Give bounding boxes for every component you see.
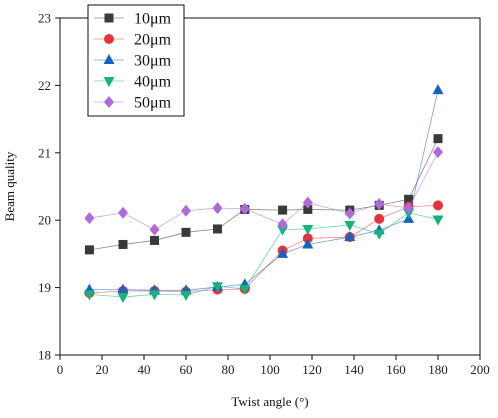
data-point (302, 224, 314, 235)
data-point (149, 223, 160, 236)
y-tick-label: 23 (38, 11, 51, 26)
data-point (83, 290, 95, 301)
data-point (117, 283, 129, 294)
series-line (89, 204, 439, 294)
x-tick-label: 80 (222, 362, 235, 377)
data-point (149, 290, 160, 301)
x-tick-label: 40 (138, 362, 151, 377)
series-line (89, 212, 439, 298)
legend-label: 40μm (134, 74, 172, 91)
data-point (344, 207, 355, 220)
data-point (344, 231, 356, 242)
data-point (118, 239, 128, 249)
x-axis-title: Twist angle (°) (231, 394, 308, 409)
y-tick-label: 22 (38, 78, 51, 93)
data-point (150, 235, 159, 245)
data-point (212, 202, 223, 215)
series-line (89, 90, 439, 291)
data-point (303, 204, 313, 214)
data-point (433, 134, 443, 144)
y-axis-title: Beam quality (2, 151, 17, 221)
legend-label: 10μm (134, 11, 172, 28)
x-tick-label: 160 (386, 362, 406, 377)
data-point (277, 218, 288, 231)
data-point (277, 247, 289, 258)
data-point (239, 202, 250, 215)
data-point (432, 84, 444, 95)
data-point (278, 205, 288, 215)
data-point (432, 215, 444, 226)
y-tick-label: 19 (38, 280, 51, 295)
legend: 10μm 20μm 30μm 40μm 50μm (87, 4, 185, 117)
data-point (373, 229, 385, 240)
data-point (180, 291, 192, 302)
legend-marker (103, 77, 115, 87)
legend-marker (104, 34, 114, 44)
data-point (181, 204, 191, 217)
data-point (302, 238, 314, 249)
data-point (302, 196, 313, 209)
data-point (239, 284, 251, 295)
series-5 (84, 146, 443, 236)
x-tick-label: 140 (344, 362, 364, 377)
data-point (181, 227, 191, 237)
legend-label: 30μm (134, 53, 172, 70)
series-4 (83, 208, 444, 304)
data-point (117, 293, 129, 304)
y-tick-label: 20 (38, 213, 51, 228)
data-point (213, 224, 222, 234)
data-point (84, 212, 95, 225)
x-tick-label: 100 (260, 362, 280, 377)
series-line (89, 151, 439, 231)
series-2 (84, 200, 443, 298)
data-point (277, 225, 289, 236)
data-point (433, 146, 443, 159)
data-point (84, 245, 94, 255)
legend-marker (103, 54, 115, 64)
data-point (433, 200, 443, 211)
y-tick-label: 21 (38, 145, 51, 160)
legend-marker (104, 96, 114, 108)
data-point (404, 194, 414, 204)
data-point (344, 220, 356, 231)
series-1 (84, 134, 443, 255)
plot-series (83, 84, 444, 304)
data-point (374, 198, 385, 211)
legend-marker (104, 13, 114, 23)
data-point (212, 282, 223, 293)
data-point (302, 233, 313, 244)
legend-box (87, 4, 185, 117)
data-point (374, 213, 385, 224)
series-line (89, 138, 439, 251)
legend-label: 20μm (134, 32, 172, 49)
data-point (118, 206, 128, 219)
y-tick-label: 18 (38, 348, 51, 363)
x-tick-label: 200 (470, 362, 490, 377)
axes: 0 20 40 60 80 100 120 140 160 180 200 18 19 20 21 22 23 (38, 11, 490, 378)
data-point (403, 202, 414, 215)
x-tick-label: 0 (57, 362, 64, 377)
x-tick-label: 180 (428, 362, 448, 377)
x-tick-label: 20 (96, 362, 109, 377)
legend-label: 50μm (134, 95, 172, 112)
x-tick-label: 60 (180, 362, 193, 377)
x-tick-label: 120 (302, 362, 322, 377)
